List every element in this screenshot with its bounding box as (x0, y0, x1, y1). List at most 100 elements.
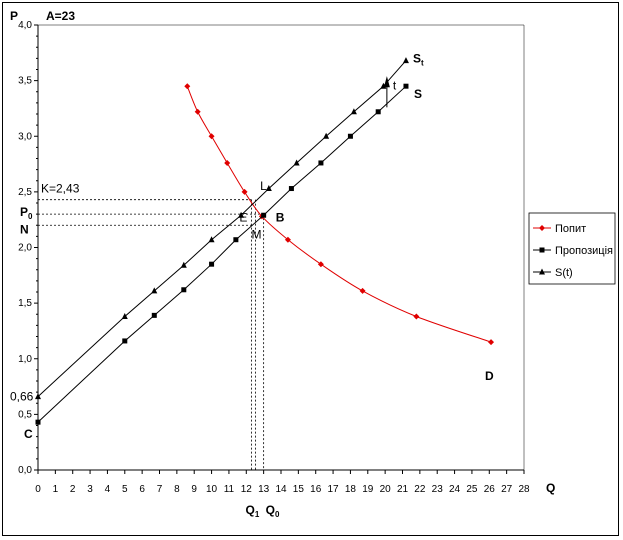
legend: Попит Пропозиція S(t) (528, 212, 616, 285)
x-tick-label: 13 (258, 484, 270, 495)
x-tick-label: 8 (174, 484, 180, 495)
legend-label: S(t) (555, 267, 573, 279)
series-layer (35, 57, 495, 425)
x-tick-label: 1 (53, 484, 59, 495)
x-tick-label: 2 (70, 484, 76, 495)
x-tick-label: 15 (293, 484, 305, 495)
data-point (323, 132, 330, 139)
chart-title: A=23 (46, 9, 75, 23)
l-point-label: L (260, 179, 267, 193)
data-point (180, 261, 187, 268)
data-point (122, 338, 128, 344)
x-tick-label: 17 (328, 484, 340, 495)
data-point (261, 212, 267, 218)
data-point (317, 261, 324, 268)
y-tick-label: 3,0 (18, 131, 32, 142)
data-point (284, 236, 291, 243)
series-line (37, 85, 407, 423)
data-point (375, 109, 381, 115)
x-tick-label: 21 (397, 484, 409, 495)
x-tick-label: 5 (122, 484, 128, 495)
guide-lines (38, 199, 265, 470)
data-point (208, 133, 215, 140)
data-point (403, 83, 409, 89)
x-tick-label: 0 (35, 484, 41, 495)
e-point-label: E (239, 210, 247, 224)
x-tick-label: 19 (362, 484, 374, 495)
data-point (151, 312, 157, 318)
c-point-label: C (24, 427, 33, 441)
y-tick-label: 1,5 (18, 298, 32, 309)
data-point (224, 159, 231, 166)
q0-quantity-label: Q0 (266, 503, 280, 519)
legend-entry: S(t) (533, 267, 573, 279)
series-2 (35, 57, 409, 400)
data-point (151, 287, 158, 294)
legend-label: Пропозиція (555, 245, 613, 257)
annotation-layer: P A=23 Q K=2,43 P0N C 0,66 L E B M Q1 Q0 S St Dt (10, 9, 555, 519)
shift-t-label: t (393, 79, 397, 93)
y-tick-label: 0,5 (18, 409, 32, 420)
y-tick-label: 4,0 (18, 20, 32, 31)
x-tick-label: 24 (449, 484, 461, 495)
y-axis-label: P (10, 9, 18, 23)
x-tick-label: 3 (87, 484, 93, 495)
x-tick-label: 6 (139, 484, 145, 495)
q1-quantity-label: Q1 (245, 503, 259, 519)
data-point (233, 237, 239, 243)
x-tick-label: 27 (501, 484, 513, 495)
chart-frame (2, 2, 619, 536)
plot-area (37, 24, 525, 471)
x-tick-label: 12 (241, 484, 253, 495)
x-tick-label: 23 (432, 484, 444, 495)
data-point (35, 393, 41, 400)
legend-marker (539, 268, 545, 275)
n-price-label: N (20, 222, 29, 236)
y-tick-label: 1,0 (18, 354, 32, 365)
st-intercept-label: 0,66 (10, 390, 34, 404)
x-axis-label: Q (546, 481, 555, 495)
data-point (241, 188, 248, 195)
x-tick-label: 22 (414, 484, 426, 495)
x-tick-label: 25 (466, 484, 478, 495)
x-tick-label: 4 (105, 484, 111, 495)
data-point (488, 339, 495, 346)
legend-label: Попит (555, 223, 586, 235)
data-point (318, 160, 324, 166)
x-tick-label: 26 (484, 484, 496, 495)
shift-arrow-head (383, 76, 390, 88)
b-point-label: B (276, 211, 285, 225)
x-tick-label: 18 (345, 484, 357, 495)
data-point (35, 419, 41, 425)
st-curve-label: St (413, 52, 424, 68)
legend-marker (539, 247, 545, 253)
data-point (121, 312, 128, 319)
data-point (288, 186, 294, 192)
s-curve-label: S (414, 87, 422, 101)
x-tick-label: 7 (157, 484, 163, 495)
k-price-label: K=2,43 (41, 182, 80, 196)
y-tick-label: 0,0 (18, 465, 32, 476)
legend-entry: Попит (533, 223, 586, 235)
data-point (194, 108, 201, 115)
legend-marker (539, 225, 545, 231)
data-point (181, 287, 187, 293)
p0-price-label: P0 (20, 205, 33, 221)
m-point-label: M (251, 227, 261, 241)
data-point (238, 211, 245, 218)
data-point (184, 83, 191, 90)
x-tick-label: 11 (224, 484, 235, 495)
x-tick-label: 10 (206, 484, 218, 495)
y-tick-label: 2,0 (18, 243, 32, 254)
series-line (37, 60, 407, 397)
data-point (350, 108, 357, 115)
data-point (208, 236, 215, 243)
data-point (209, 261, 215, 267)
data-point (402, 57, 409, 64)
data-point (265, 185, 272, 192)
y-tick-label: 3,5 (18, 76, 32, 87)
data-point (293, 159, 300, 166)
y-tick-label: 2,5 (18, 187, 32, 198)
x-tick-label: 28 (518, 484, 530, 495)
